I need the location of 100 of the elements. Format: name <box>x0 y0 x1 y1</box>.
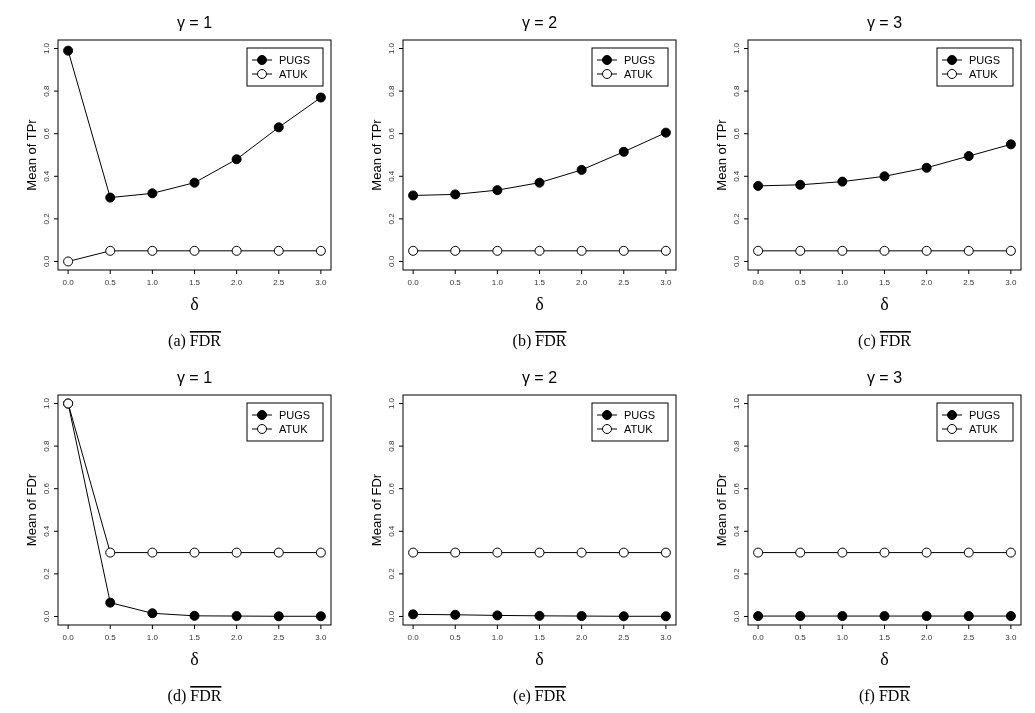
x-axis-title: δ <box>535 294 544 314</box>
y-tick-label: 0.2 <box>42 212 51 225</box>
x-tick-label: 2.0 <box>921 278 933 287</box>
text: (d) FDR <box>167 687 222 705</box>
x-tick-label: 2.5 <box>963 278 975 287</box>
x-tick-label: 1.0 <box>146 633 159 642</box>
x-tick-label: 2.5 <box>963 633 975 642</box>
y-tick-label: 1.0 <box>387 42 396 55</box>
chart-title: γ = 1 <box>176 369 213 386</box>
y-tick-label: 0.4 <box>387 170 396 182</box>
text: (f) FDR <box>858 687 911 705</box>
y-tick-label: 0.2 <box>732 567 741 580</box>
x-tick-label: 0.5 <box>104 278 117 287</box>
y-axis-title: Mean of FDr <box>714 473 729 547</box>
y-tick-label: 0.0 <box>387 610 396 623</box>
x-tick-label: 1.0 <box>491 278 504 287</box>
y-tick-label: 1.0 <box>732 42 741 55</box>
x-tick-label: 3.0 <box>1005 278 1017 287</box>
x-tick-label: 2.5 <box>618 633 630 642</box>
x-tick-label: 3.0 <box>315 633 327 642</box>
legend-label: ATUK <box>624 68 654 80</box>
y-tick-label: 1.0 <box>42 397 51 410</box>
legend-label: PUGS <box>279 409 311 421</box>
x-tick-label: 0.5 <box>794 278 807 287</box>
x-tick-label: 1.0 <box>836 633 849 642</box>
chart-title: γ = 1 <box>176 14 213 31</box>
y-axis-title: Mean of FDr <box>24 473 39 547</box>
x-tick-label: 3.0 <box>1005 633 1017 642</box>
chart-title: γ = 3 <box>866 369 903 386</box>
chart-title: γ = 3 <box>866 14 903 31</box>
y-tick-label: 0.0 <box>732 255 741 268</box>
x-tick-label: 0.0 <box>62 278 75 287</box>
x-tick-label: 1.0 <box>491 633 504 642</box>
x-axis-title: δ <box>190 649 199 669</box>
y-axis-title: Mean of TPr <box>24 118 39 191</box>
y-tick-label: 0.4 <box>42 525 51 537</box>
y-tick-label: 0.4 <box>42 170 51 182</box>
y-tick-label: 0.8 <box>732 440 741 452</box>
y-tick-label: 0.4 <box>732 170 741 182</box>
x-tick-label: 1.5 <box>188 633 201 642</box>
y-tick-label: 1.0 <box>387 397 396 410</box>
text: (c) FDR <box>858 332 912 350</box>
x-tick-label: 1.5 <box>878 278 891 287</box>
y-tick-label: 0.2 <box>42 567 51 580</box>
x-tick-label: 0.0 <box>752 278 765 287</box>
x-tick-label: 3.0 <box>315 278 327 287</box>
x-tick-label: 1.0 <box>836 278 849 287</box>
y-tick-label: 0.4 <box>732 525 741 537</box>
x-axis-title: δ <box>880 294 889 314</box>
y-tick-label: 0.6 <box>387 482 396 495</box>
legend-label: PUGS <box>969 409 1001 421</box>
y-tick-label: 0.8 <box>42 440 51 452</box>
x-tick-label: 2.0 <box>921 633 933 642</box>
y-tick-label: 0.4 <box>387 525 396 537</box>
x-tick-label: 2.0 <box>576 633 588 642</box>
y-tick-label: 0.6 <box>42 127 51 140</box>
x-axis-title: δ <box>880 649 889 669</box>
y-tick-label: 0.0 <box>42 255 51 268</box>
x-tick-label: 0.5 <box>449 278 462 287</box>
y-tick-label: 0.0 <box>42 610 51 623</box>
x-tick-label: 2.5 <box>273 278 285 287</box>
text: (e) FDR <box>513 687 567 705</box>
x-tick-label: 2.0 <box>576 278 588 287</box>
x-tick-label: 0.5 <box>449 633 462 642</box>
x-tick-label: 3.0 <box>660 633 672 642</box>
y-tick-label: 1.0 <box>42 42 51 55</box>
x-tick-label: 1.5 <box>533 633 546 642</box>
x-tick-label: 2.0 <box>231 278 243 287</box>
x-axis-title: δ <box>190 294 199 314</box>
legend-label: ATUK <box>279 68 309 80</box>
y-tick-label: 0.6 <box>732 127 741 140</box>
legend-label: ATUK <box>969 423 999 435</box>
x-tick-label: 1.5 <box>878 633 891 642</box>
y-axis-title: Mean of TPr <box>714 118 729 191</box>
x-tick-label: 2.5 <box>618 278 630 287</box>
legend-label: PUGS <box>279 54 311 66</box>
x-tick-label: 2.5 <box>273 633 285 642</box>
x-tick-label: 1.0 <box>146 278 159 287</box>
y-tick-label: 0.6 <box>42 482 51 495</box>
y-tick-label: 0.6 <box>732 482 741 495</box>
x-tick-label: 0.0 <box>407 633 420 642</box>
legend-label: PUGS <box>969 54 1001 66</box>
text: (a) FDR <box>168 332 222 350</box>
y-tick-label: 1.0 <box>732 397 741 410</box>
x-tick-label: 0.5 <box>104 633 117 642</box>
x-tick-label: 0.5 <box>794 633 807 642</box>
y-tick-label: 0.2 <box>387 212 396 225</box>
y-axis-title: Mean of TPr <box>369 118 384 191</box>
y-tick-label: 0.2 <box>387 567 396 580</box>
x-axis-title: δ <box>535 649 544 669</box>
x-tick-label: 0.0 <box>62 633 75 642</box>
text: (b) FDR <box>512 332 567 350</box>
legend-label: ATUK <box>624 423 654 435</box>
y-tick-label: 0.8 <box>387 85 396 97</box>
legend-label: PUGS <box>624 54 656 66</box>
y-tick-label: 0.8 <box>42 85 51 97</box>
chart-title: γ = 2 <box>521 14 558 31</box>
legend-label: PUGS <box>624 409 656 421</box>
y-tick-label: 0.8 <box>732 85 741 97</box>
x-tick-label: 1.5 <box>533 278 546 287</box>
